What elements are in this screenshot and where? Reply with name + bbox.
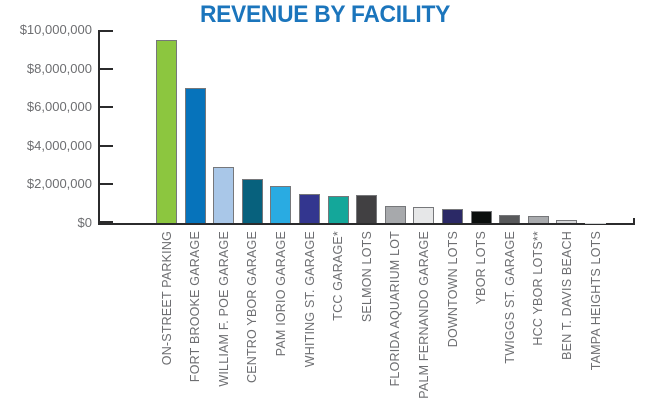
- y-axis-tick: [100, 144, 113, 147]
- x-axis-label-florida-aquarium-lot: FLORIDA AQUARIUM LOT: [388, 231, 403, 387]
- bar-ybor-lots: [470, 211, 492, 223]
- x-axis-label-selmon-lots: SELMON LOTS: [359, 231, 374, 323]
- y-axis-label-8-000-000: $8,000,000: [26, 60, 92, 76]
- x-axis-label-hcc-ybor-lots: HCC YBOR LOTS**: [531, 231, 546, 346]
- x-axis-label-downtown-lots: DOWNTOWN LOTS: [445, 231, 460, 348]
- bar-twiggs-st-garage: [499, 215, 521, 223]
- y-axis-tick: [100, 183, 113, 186]
- y-axis-label-2-000-000: $2,000,000: [26, 176, 92, 192]
- bar-hcc-ybor-lots: [527, 216, 549, 223]
- bar-tcc-garage: [327, 195, 349, 223]
- y-axis-label-0: $0: [77, 215, 92, 230]
- bar-ben-t-davis-beach: [556, 220, 578, 223]
- bar-fort-brooke-garage: [184, 87, 206, 223]
- y-axis-label-10-000-000: $10,000,000: [19, 22, 92, 37]
- bar-whiting-st-garage: [299, 194, 320, 223]
- x-axis-label-on-street-parking: ON-STREET PARKING: [159, 231, 174, 366]
- x-axis-label-palm-fernando-garage: PALM FERNANDO GARAGE: [416, 231, 431, 399]
- x-axis-label-tampa-heights-lots: TAMPA HEIGHTS LOTS: [588, 231, 603, 371]
- bar-palm-fernando-garage: [413, 206, 435, 223]
- x-axis-label-centro-ybor-garage: CENTRO YBOR GARAGE: [245, 231, 260, 384]
- x-axis-label-tcc-garage: TCC GARAGE*: [331, 231, 346, 321]
- y-axis-tick: [100, 30, 113, 32]
- x-axis-label-whiting-st-garage: WHITING ST. GARAGE: [302, 231, 317, 368]
- plot-area: [98, 30, 635, 225]
- y-axis-label-6-000-000: $6,000,000: [26, 99, 92, 115]
- bar-william-f-poe-garage: [213, 167, 235, 223]
- y-axis-tick: [100, 221, 113, 223]
- chart-title: REVENUE BY FACILITY: [199, 1, 451, 28]
- y-axis-tick: [100, 106, 113, 109]
- bar-on-street-parking: [156, 39, 177, 223]
- x-axis-label-pam-iorio-garage: PAM IORIO GARAGE: [273, 231, 288, 357]
- y-axis-tick: [100, 67, 113, 70]
- x-axis-end-tick: [633, 218, 635, 223]
- x-axis-label-fort-brooke-garage: FORT BROOKE GARAGE: [188, 231, 203, 383]
- bar-selmon-lots: [356, 195, 378, 223]
- x-axis-label-ben-t-davis-beach: BEN T. DAVIS BEACH: [559, 231, 574, 360]
- bar-florida-aquarium-lot: [384, 205, 406, 223]
- x-axis-label-twiggs-st-garage: TWIGGS ST. GARAGE: [502, 231, 517, 364]
- y-axis-label-4-000-000: $4,000,000: [26, 137, 92, 153]
- x-axis-label-ybor-lots: YBOR LOTS: [474, 231, 489, 305]
- x-axis-label-william-f-poe-garage: WILLIAM F. POE GARAGE: [216, 231, 231, 387]
- bar-pam-iorio-garage: [270, 186, 292, 223]
- bar-downtown-lots: [442, 209, 463, 223]
- bar-centro-ybor-garage: [241, 178, 263, 223]
